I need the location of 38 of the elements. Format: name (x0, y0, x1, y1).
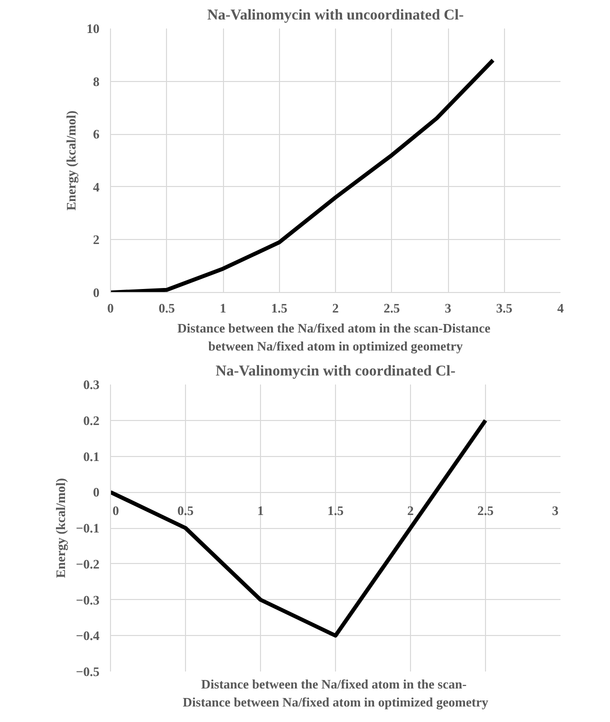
y-tick-label: −0.5 (76, 664, 100, 679)
line-series (110, 58, 495, 292)
y-axis-title: Energy (kcal/mol) (52, 478, 68, 578)
x-axis-title: Distance between the Na/fixed atom in the scan-Distance between Na/fixed atom in optimized geometry (177, 320, 491, 354)
x-tick-label: 1.5 (327, 503, 344, 518)
x-tick-label: 0 (107, 300, 114, 316)
x-tick-label: 3 (552, 503, 559, 518)
x-tick-label: 0.5 (177, 503, 194, 518)
x-tick-label: 0 (112, 503, 119, 518)
y-axis-title: Energy (kcal/mol) (64, 110, 78, 211)
y-tick-label: −0.2 (76, 556, 100, 572)
y-tick-label: 0 (93, 484, 100, 500)
x-tick-label: 0.5 (158, 300, 176, 316)
x-tick-label: 4 (557, 300, 564, 316)
y-tick-label: −0.4 (76, 628, 100, 644)
x-tick-label: 2.5 (384, 300, 400, 316)
x-tick-label: 2.5 (477, 503, 494, 518)
y-tick-label: 8 (93, 74, 100, 89)
y-tick-label: 6 (93, 126, 100, 142)
y-tick-label: 0.3 (83, 377, 100, 392)
y-tick-label: −0.3 (76, 592, 100, 608)
x-tick-label: 2 (407, 503, 414, 518)
x-tick-label: 3.5 (496, 300, 513, 316)
x-tick-label: 1.5 (271, 300, 288, 316)
x-axis-title: Distance between the Na/fixed atom in the scan- Distance between Na/fixed atom in optimized geometry (182, 676, 489, 710)
chart-title: Na-Valinomycin with uncoordinated Cl- (207, 8, 464, 24)
x-tick-label: 1 (257, 503, 264, 518)
y-tick-label: 2 (93, 232, 100, 248)
y-tick-label: 10 (86, 21, 100, 36)
x-tick-label: 1 (220, 300, 226, 316)
y-tick-label: 0.2 (83, 412, 100, 428)
x-tick-label: 2 (332, 300, 339, 316)
y-tick-label: 4 (93, 179, 100, 194)
x-tick-label: 3 (444, 300, 452, 316)
y-tick-label: 0 (93, 285, 100, 300)
y-tick-label: 0.1 (83, 448, 100, 464)
chart-title: Na-Valinomycin with coordinated Cl- (216, 364, 456, 380)
y-tick-label: −0.1 (76, 520, 100, 536)
